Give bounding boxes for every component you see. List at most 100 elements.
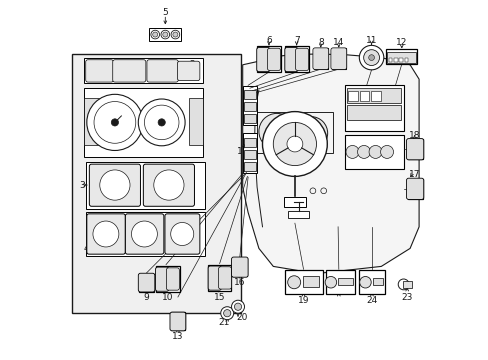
Text: 17: 17	[408, 170, 420, 179]
Bar	[331, 48, 346, 69]
FancyBboxPatch shape	[208, 266, 221, 290]
Circle shape	[131, 221, 157, 247]
Circle shape	[359, 45, 383, 70]
Bar	[407, 179, 422, 199]
FancyBboxPatch shape	[267, 48, 280, 71]
Bar	[149, 28, 181, 41]
FancyBboxPatch shape	[166, 268, 179, 290]
Circle shape	[220, 307, 233, 320]
Bar	[385, 49, 416, 64]
Bar	[358, 270, 384, 294]
Circle shape	[93, 221, 119, 247]
Circle shape	[357, 145, 370, 158]
Bar	[257, 46, 280, 72]
Circle shape	[363, 50, 379, 66]
Bar	[244, 102, 256, 111]
Text: 13: 13	[172, 332, 183, 341]
FancyBboxPatch shape	[170, 312, 185, 331]
Circle shape	[111, 119, 118, 126]
Bar	[402, 281, 411, 288]
Bar	[84, 88, 203, 157]
Circle shape	[380, 145, 393, 158]
Bar	[244, 162, 256, 171]
Text: 8: 8	[317, 37, 323, 46]
FancyBboxPatch shape	[125, 214, 163, 254]
Bar	[337, 278, 352, 285]
Circle shape	[151, 30, 159, 39]
Bar	[244, 138, 256, 147]
Text: 21: 21	[218, 318, 229, 327]
Text: 14: 14	[332, 37, 344, 46]
FancyBboxPatch shape	[406, 178, 423, 199]
Bar	[302, 276, 319, 287]
FancyBboxPatch shape	[155, 267, 168, 291]
FancyBboxPatch shape	[89, 164, 140, 206]
Circle shape	[346, 145, 358, 158]
Bar	[325, 270, 354, 294]
Bar	[346, 105, 400, 120]
Bar	[139, 274, 154, 292]
Circle shape	[368, 55, 374, 60]
FancyBboxPatch shape	[143, 164, 194, 206]
Text: 19: 19	[297, 296, 308, 305]
Bar	[393, 58, 397, 62]
Bar	[72, 54, 241, 313]
FancyBboxPatch shape	[87, 214, 125, 254]
Text: 23: 23	[401, 292, 412, 302]
Text: 15: 15	[213, 292, 225, 302]
Circle shape	[294, 117, 327, 150]
Bar	[257, 112, 332, 153]
Bar	[387, 58, 391, 62]
Text: 18: 18	[408, 130, 420, 139]
Bar	[404, 58, 407, 62]
FancyBboxPatch shape	[218, 267, 231, 289]
Bar	[156, 266, 179, 292]
Circle shape	[231, 300, 244, 313]
Circle shape	[172, 32, 178, 37]
Text: 12: 12	[395, 38, 407, 47]
Circle shape	[262, 112, 326, 176]
Bar	[188, 98, 203, 145]
Bar	[287, 211, 309, 218]
FancyBboxPatch shape	[146, 60, 178, 82]
FancyBboxPatch shape	[138, 273, 155, 292]
FancyBboxPatch shape	[312, 48, 328, 69]
Bar	[284, 270, 322, 294]
Bar	[243, 86, 257, 125]
Bar	[244, 150, 256, 159]
Circle shape	[325, 276, 336, 288]
Bar	[84, 98, 99, 145]
Text: 4: 4	[84, 244, 89, 253]
Bar	[232, 258, 247, 276]
FancyBboxPatch shape	[177, 61, 200, 81]
Text: 10: 10	[162, 292, 173, 302]
Circle shape	[161, 30, 169, 39]
Circle shape	[287, 276, 300, 289]
Circle shape	[397, 279, 408, 290]
Text: 9: 9	[143, 292, 149, 302]
FancyBboxPatch shape	[284, 48, 298, 72]
Polygon shape	[242, 54, 418, 274]
Text: 5: 5	[162, 8, 168, 17]
FancyBboxPatch shape	[85, 60, 113, 82]
Bar	[208, 265, 231, 291]
FancyBboxPatch shape	[330, 48, 346, 69]
Bar	[346, 88, 400, 103]
Circle shape	[273, 122, 316, 166]
Bar	[359, 91, 368, 101]
Circle shape	[163, 32, 167, 37]
Bar	[370, 91, 380, 101]
Bar	[244, 114, 256, 123]
Bar	[313, 48, 327, 69]
Bar	[284, 197, 305, 207]
Bar	[399, 58, 402, 62]
FancyBboxPatch shape	[231, 257, 247, 277]
FancyBboxPatch shape	[113, 60, 145, 82]
Circle shape	[286, 136, 302, 152]
Text: 3: 3	[79, 180, 84, 189]
Text: 7: 7	[293, 36, 299, 45]
Bar	[344, 135, 403, 169]
Circle shape	[171, 30, 179, 39]
Bar	[84, 58, 203, 83]
Circle shape	[258, 113, 294, 149]
